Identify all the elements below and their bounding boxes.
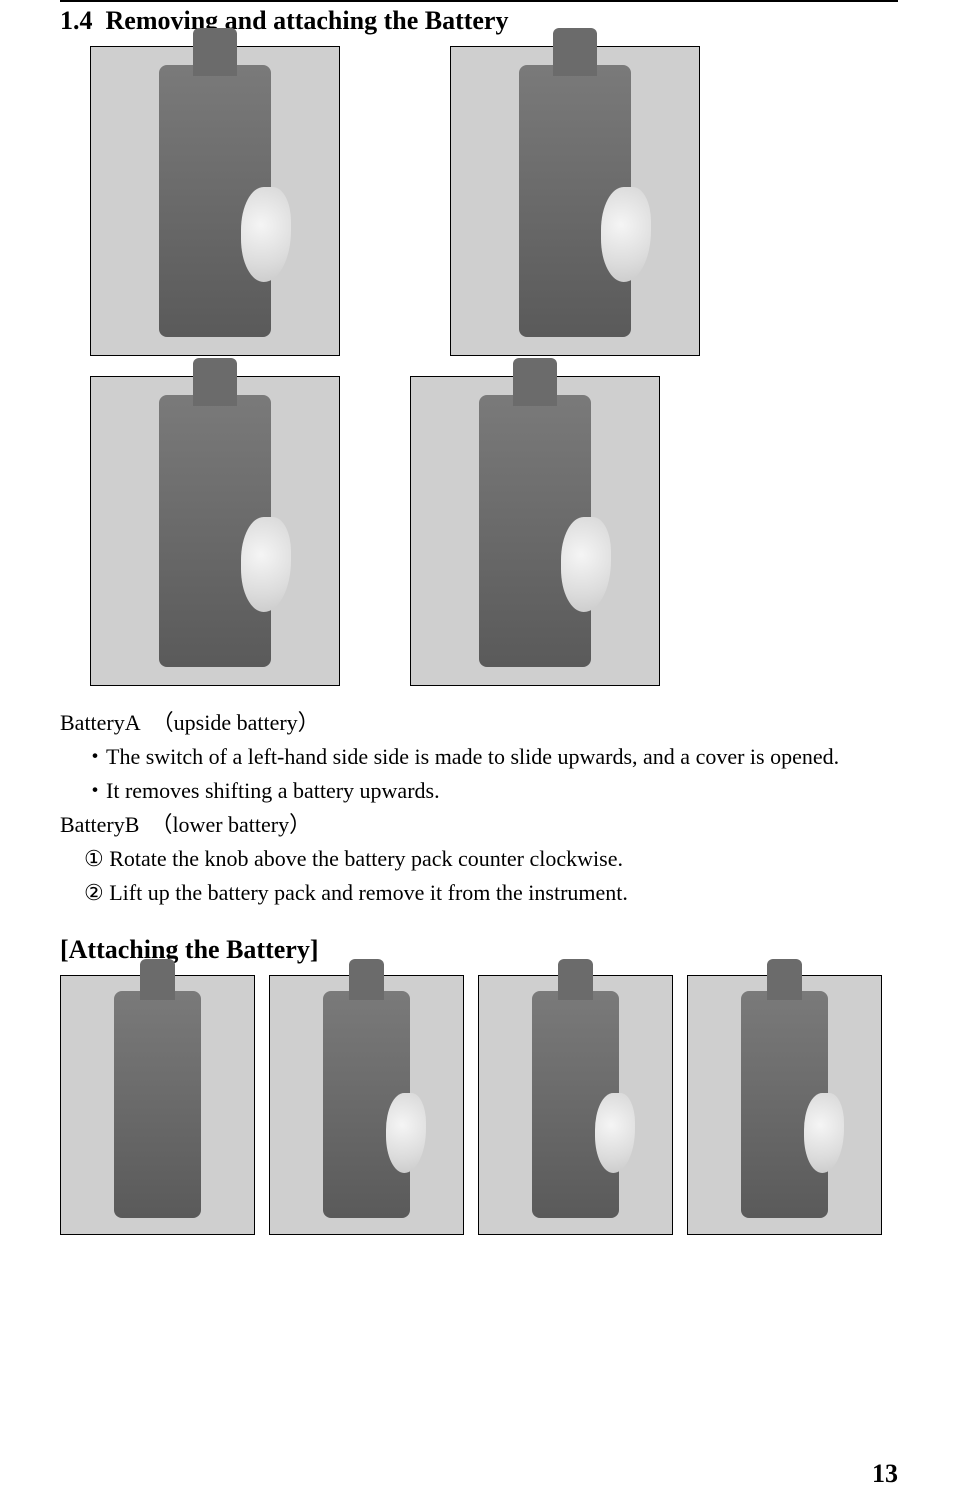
battery-a-note: （upside battery） [152,710,320,735]
photo-remove-bottom-right [410,376,660,686]
section-heading: 1.4 Removing and attaching the Battery [60,6,898,36]
photo-remove-top-right [450,46,700,356]
battery-a-step1: ・The switch of a left-hand side side is … [60,740,898,774]
battery-b-note: （lower battery） [150,812,311,837]
battery-a-label: BatteryA [60,710,141,735]
photo-remove-bottom-left [90,376,340,686]
photo-attach-1 [60,975,255,1235]
photo-attach-3 [478,975,673,1235]
remove-photo-row-1 [90,46,898,356]
page-number: 13 [872,1459,898,1489]
top-rule [60,0,898,2]
battery-b-label: BatteryB [60,812,139,837]
photo-attach-4 [687,975,882,1235]
instructions-block: BatteryA （upside battery） ・The switch of… [60,706,898,911]
photo-remove-top-left [90,46,340,356]
battery-a-step2: ・It removes shifting a battery upwards. [60,774,898,808]
battery-b-step2: ② Lift up the battery pack and remove it… [60,876,898,910]
remove-photo-row-2 [90,376,898,686]
battery-b-step1: ① Rotate the knob above the battery pack… [60,842,898,876]
attach-photo-row [60,975,898,1235]
section-number: 1.4 [60,6,93,35]
section-title: Removing and attaching the Battery [106,6,509,35]
photo-attach-2 [269,975,464,1235]
